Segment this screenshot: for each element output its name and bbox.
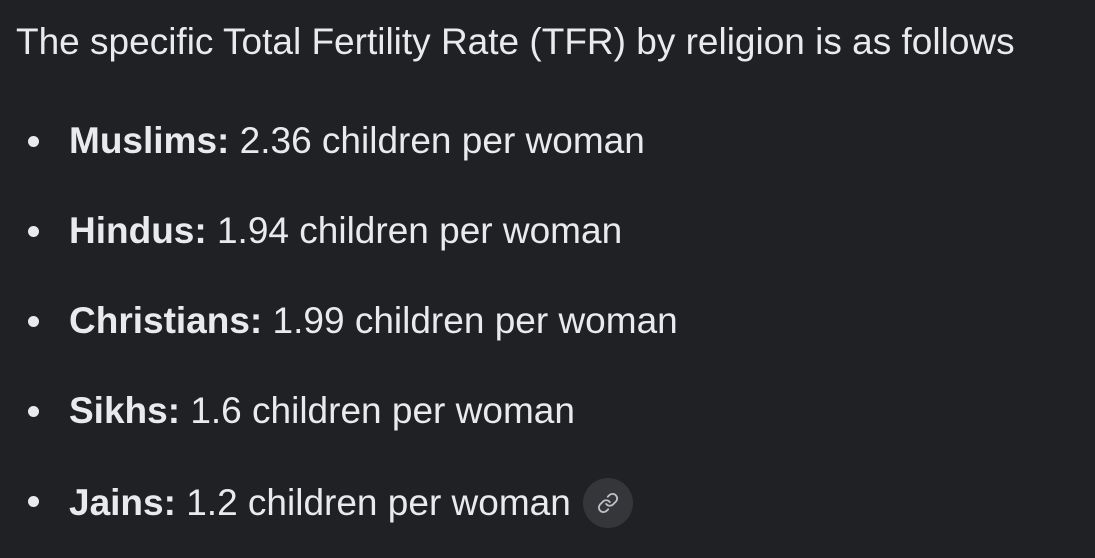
item-label: Sikhs: (69, 390, 181, 431)
item-value: 1.6 children per woman (190, 390, 575, 431)
item-label: Hindus: (69, 210, 207, 251)
bullet-icon (28, 496, 39, 507)
item-value: 1.94 children per woman (216, 210, 623, 251)
item-label: Muslims: (69, 120, 230, 161)
item-label: Jains: (69, 482, 176, 523)
link-icon (597, 492, 618, 514)
bullet-icon (28, 136, 39, 147)
item-value: 2.36 children per woman (239, 120, 645, 161)
item-value: 1.99 children per woman (272, 300, 678, 341)
intro-text: The specific Total Fertility Rate (TFR) … (16, 21, 1015, 62)
bullet-icon (28, 226, 39, 237)
item-value: 1.2 children per woman (186, 482, 571, 523)
item-label: Christians: (69, 300, 263, 341)
bullet-icon (28, 316, 39, 327)
source-link-button[interactable] (582, 478, 633, 528)
bullet-icon (28, 406, 39, 417)
